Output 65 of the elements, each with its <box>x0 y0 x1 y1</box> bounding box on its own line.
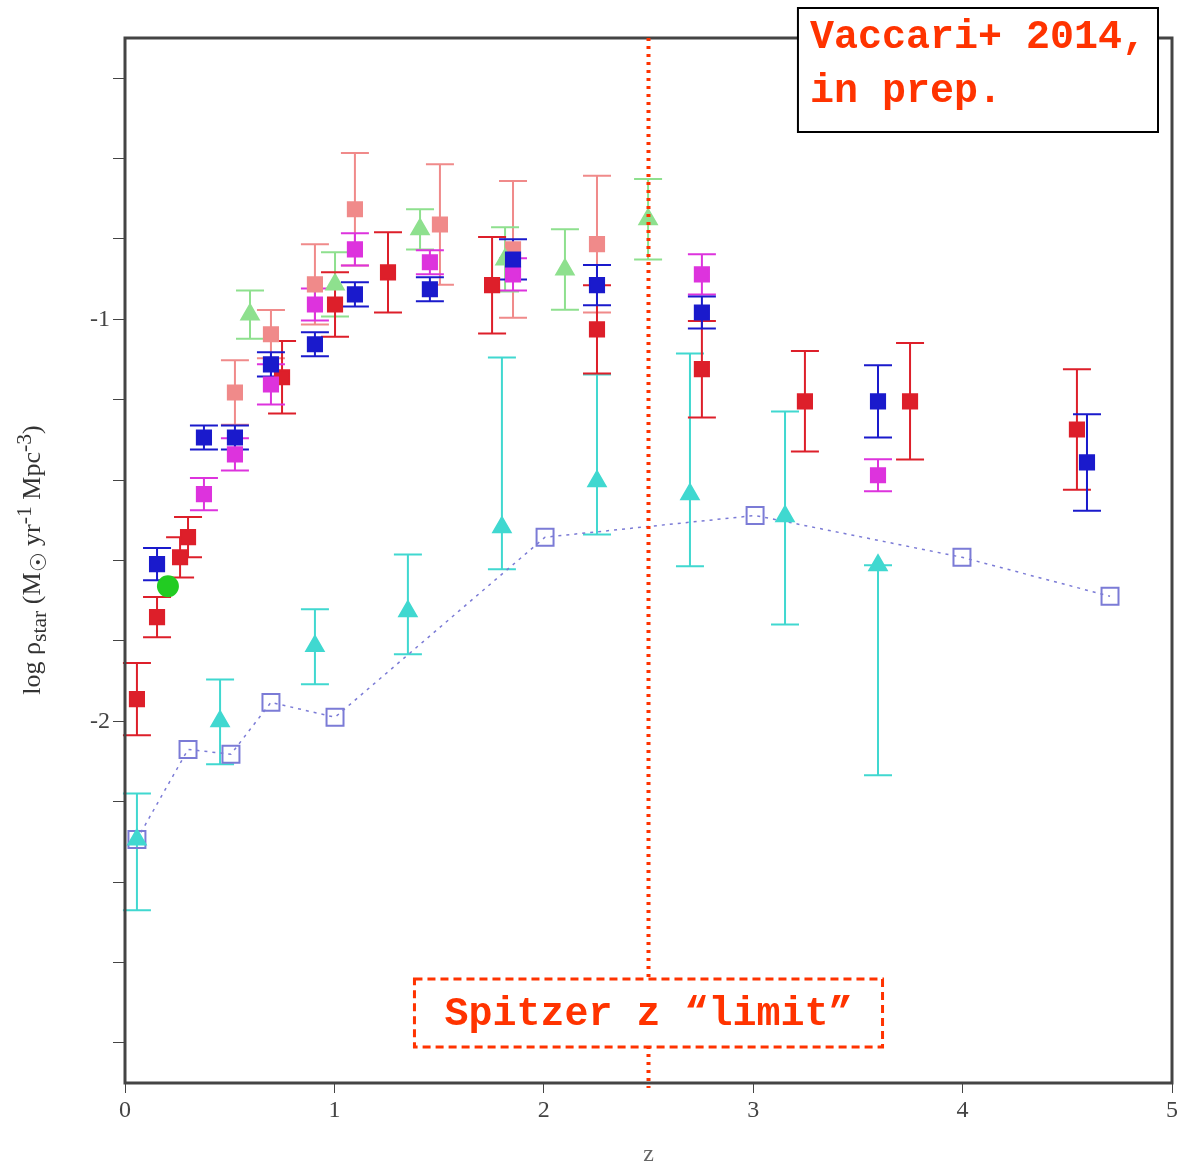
y-tick-label: -1 <box>90 304 110 331</box>
point <box>693 361 710 378</box>
point <box>484 277 501 294</box>
point <box>195 429 213 446</box>
point <box>952 547 972 567</box>
point <box>421 254 438 271</box>
point <box>588 321 606 338</box>
x-tick-label: 3 <box>747 1095 760 1122</box>
point <box>221 744 241 764</box>
point <box>492 516 512 534</box>
point <box>693 266 710 283</box>
point <box>306 336 323 353</box>
point <box>346 241 363 258</box>
point <box>226 384 244 401</box>
point <box>693 304 710 321</box>
ref-line-label: Spitzer z “limit” <box>444 992 853 1038</box>
point <box>398 600 418 618</box>
point <box>306 276 323 293</box>
point <box>869 393 887 410</box>
point <box>588 277 606 294</box>
point <box>261 692 281 712</box>
point <box>431 216 449 233</box>
x-tick-label: 5 <box>1166 1095 1178 1122</box>
point <box>262 376 280 393</box>
point <box>346 201 363 218</box>
point <box>868 554 888 572</box>
point <box>178 739 198 759</box>
x-tick-label: 4 <box>956 1095 969 1122</box>
point <box>306 296 323 313</box>
point <box>1100 586 1120 606</box>
point <box>128 691 146 708</box>
point <box>305 635 325 653</box>
point <box>1068 421 1085 438</box>
point <box>262 326 280 343</box>
point <box>346 286 363 303</box>
point <box>172 549 189 566</box>
point <box>775 505 795 523</box>
point <box>869 467 887 484</box>
y-tick-label: -2 <box>90 706 110 733</box>
point <box>379 264 397 281</box>
point <box>156 575 179 598</box>
point <box>680 483 700 501</box>
point <box>179 529 197 546</box>
point <box>326 296 344 313</box>
point <box>535 527 555 547</box>
x-tick-label: 1 <box>328 1095 341 1122</box>
point <box>148 556 166 573</box>
x-tick-label: 0 <box>119 1095 131 1122</box>
point <box>148 609 166 626</box>
point <box>226 446 244 463</box>
point <box>901 393 919 410</box>
point <box>226 429 244 446</box>
point <box>504 251 522 268</box>
point <box>195 486 213 503</box>
point <box>796 393 813 410</box>
point <box>421 281 438 298</box>
point <box>588 236 606 253</box>
point <box>1078 454 1096 471</box>
point <box>745 506 765 525</box>
point <box>262 356 280 373</box>
annotation: Vaccari+ 2014, in prep. <box>809 15 1147 115</box>
x-axis-title: z <box>643 1139 654 1166</box>
point <box>210 710 230 728</box>
point <box>325 707 345 727</box>
x-tick-label: 2 <box>537 1095 550 1122</box>
